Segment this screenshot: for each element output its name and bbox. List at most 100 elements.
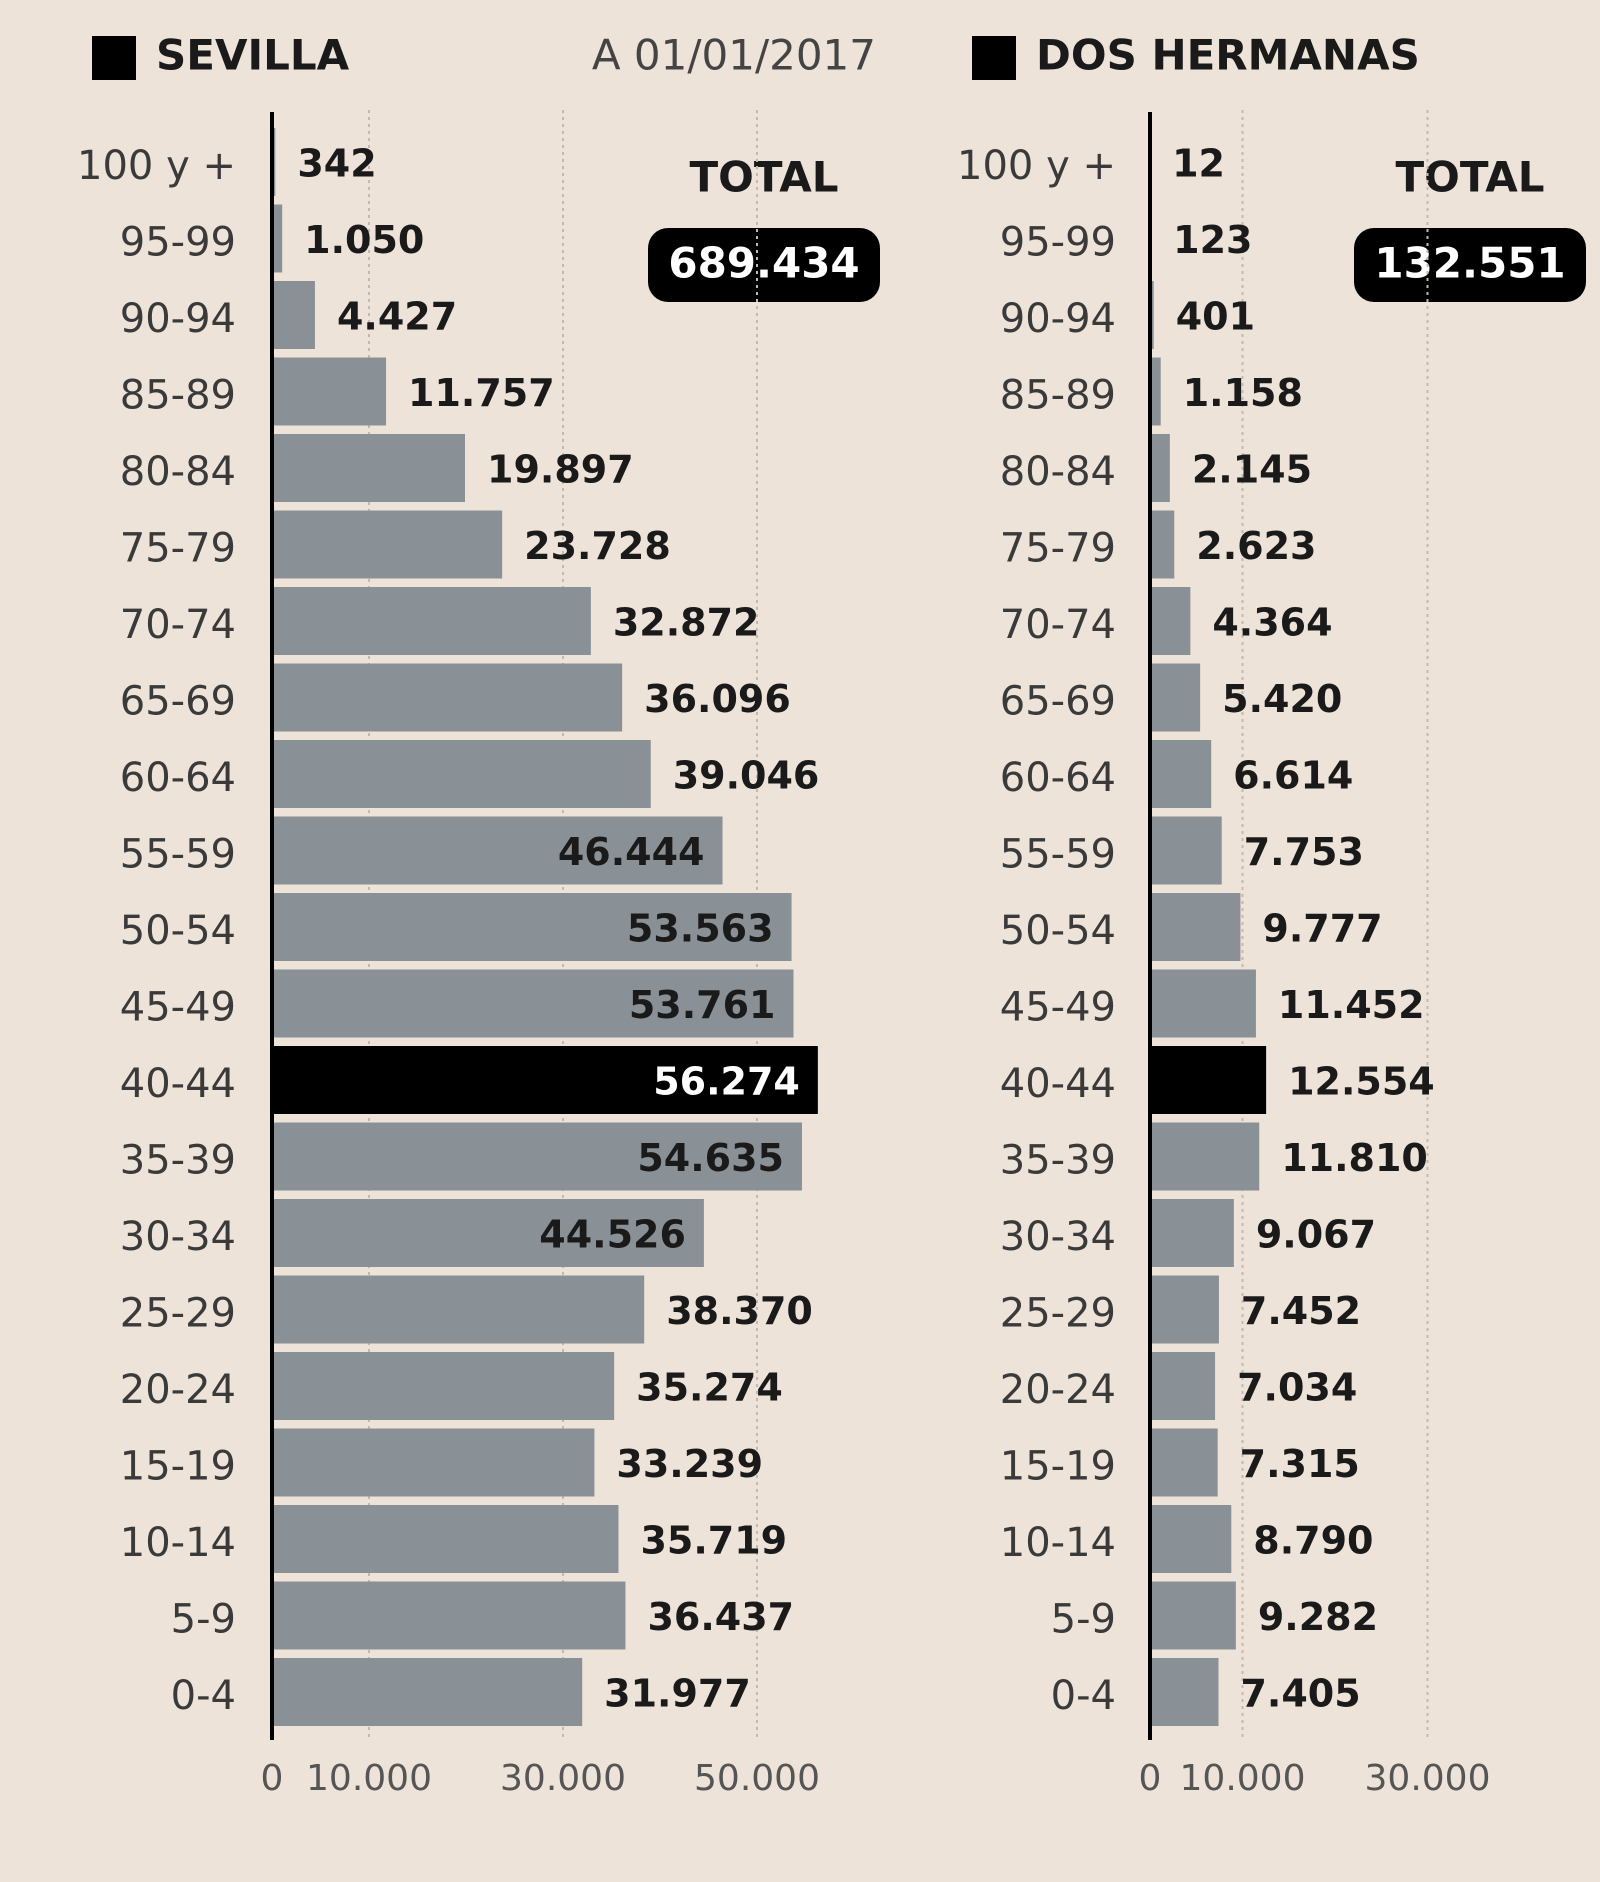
- bar: [272, 1275, 645, 1344]
- value-label: 35.719: [640, 1519, 787, 1563]
- y-tick-label: 35-39: [1000, 1138, 1116, 1184]
- bar: [1150, 1046, 1267, 1114]
- bar: [1150, 663, 1201, 732]
- value-label: 33.239: [616, 1442, 763, 1486]
- y-tick-label: 20-24: [120, 1367, 236, 1413]
- bar: [1150, 434, 1170, 502]
- bar: [272, 1199, 704, 1267]
- bar: [272, 357, 387, 426]
- y-tick-label: 80-84: [1000, 449, 1116, 495]
- bar: [1150, 1581, 1236, 1650]
- x-tick-label: 30.000: [500, 1758, 626, 1799]
- value-label: 39.046: [673, 754, 820, 798]
- y-tick-label: 65-69: [1000, 679, 1116, 725]
- bar: [1150, 1199, 1234, 1267]
- chart-title: DOS HERMANAS: [1036, 31, 1420, 80]
- bar: [272, 1658, 583, 1726]
- value-label: 1.050: [304, 218, 424, 262]
- value-label: 4.427: [337, 295, 457, 339]
- bar: [272, 204, 283, 273]
- value-label: 35.274: [636, 1366, 783, 1410]
- y-tick-label: 50-54: [120, 908, 236, 954]
- y-tick-label: 10-14: [1000, 1520, 1116, 1566]
- x-tick-label: 10.000: [306, 1758, 432, 1799]
- y-tick-label: 0-4: [171, 1673, 236, 1719]
- bar: [1150, 740, 1212, 808]
- y-tick-label: 55-59: [1000, 832, 1116, 878]
- y-tick-label: 100 y +: [77, 143, 236, 189]
- y-tick-label: 100 y +: [957, 143, 1116, 189]
- y-tick-label: 80-84: [120, 449, 236, 495]
- bar: [272, 1122, 802, 1191]
- x-tick-label: 0: [1139, 1758, 1162, 1799]
- x-tick-label: 10.000: [1180, 1758, 1306, 1799]
- bar: [1150, 357, 1161, 426]
- value-label: 53.761: [629, 983, 776, 1027]
- value-label: 7.452: [1241, 1289, 1361, 1333]
- value-label: 4.364: [1212, 601, 1332, 645]
- value-label: 12.554: [1288, 1060, 1435, 1104]
- total-box: [648, 228, 880, 302]
- y-tick-label: 70-74: [1000, 602, 1116, 648]
- y-tick-label: 25-29: [1000, 1291, 1116, 1337]
- value-label: 11.757: [408, 371, 555, 415]
- y-tick-label: 50-54: [1000, 908, 1116, 954]
- total-value: 132.551: [1374, 239, 1565, 288]
- bar: [1150, 1352, 1216, 1420]
- y-tick-label: 15-19: [1000, 1444, 1116, 1490]
- bar: [272, 1046, 818, 1114]
- value-label: 2.145: [1192, 448, 1312, 492]
- chart-title: SEVILLA: [156, 31, 350, 80]
- y-tick-label: 65-69: [120, 679, 236, 725]
- bar: [1150, 510, 1175, 579]
- bar: [272, 1581, 626, 1650]
- value-label: 31.977: [604, 1672, 751, 1716]
- value-label: 401: [1176, 295, 1255, 339]
- legend-swatch: [92, 36, 136, 80]
- value-label: 9.067: [1256, 1213, 1376, 1257]
- bar: [272, 663, 623, 732]
- value-label: 7.753: [1244, 830, 1364, 874]
- y-tick-label: 5-9: [171, 1597, 236, 1643]
- bar: [1150, 1275, 1219, 1344]
- value-label: 46.444: [558, 830, 705, 874]
- value-label: 9.777: [1262, 907, 1382, 951]
- y-tick-label: 85-89: [120, 373, 236, 419]
- value-label: 9.282: [1258, 1595, 1378, 1639]
- legend-swatch: [972, 36, 1016, 80]
- bar: [272, 893, 792, 961]
- value-label: 7.405: [1240, 1672, 1360, 1716]
- y-tick-label: 75-79: [120, 526, 236, 572]
- bar: [1150, 1505, 1232, 1573]
- y-tick-label: 35-39: [120, 1138, 236, 1184]
- total-value: 689.434: [668, 239, 859, 288]
- value-label: 7.315: [1240, 1442, 1360, 1486]
- total-title: TOTAL: [689, 153, 838, 202]
- y-tick-label: 85-89: [1000, 373, 1116, 419]
- y-tick-label: 30-34: [1000, 1214, 1116, 1260]
- y-tick-label: 60-64: [120, 755, 236, 801]
- value-label: 11.810: [1281, 1136, 1428, 1180]
- bar: [1150, 1428, 1218, 1497]
- y-tick-label: 40-44: [120, 1061, 236, 1107]
- value-label: 2.623: [1196, 524, 1316, 568]
- y-tick-label: 20-24: [1000, 1367, 1116, 1413]
- value-label: 123: [1173, 218, 1252, 262]
- value-label: 7.034: [1237, 1366, 1357, 1410]
- y-tick-label: 45-49: [1000, 985, 1116, 1031]
- x-tick-label: 30.000: [1365, 1758, 1491, 1799]
- total-box: [1354, 228, 1586, 302]
- y-tick-label: 15-19: [120, 1444, 236, 1490]
- bar: [272, 1352, 615, 1420]
- bar: [272, 816, 723, 885]
- value-label: 56.274: [653, 1060, 800, 1104]
- y-tick-label: 70-74: [120, 602, 236, 648]
- value-label: 1.158: [1183, 371, 1303, 415]
- y-tick-label: 45-49: [120, 985, 236, 1031]
- value-label: 8.790: [1253, 1519, 1373, 1563]
- total-title: TOTAL: [1395, 153, 1544, 202]
- bar: [272, 1428, 595, 1497]
- value-label: 11.452: [1278, 983, 1425, 1027]
- bar: [272, 510, 503, 579]
